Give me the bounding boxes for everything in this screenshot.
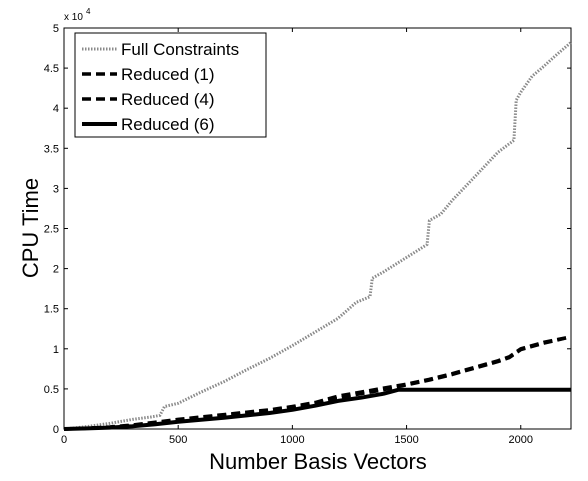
y-scale-note: x 10 <box>64 12 83 23</box>
series-lines <box>63 41 572 431</box>
x-tick-label: 1500 <box>394 434 418 446</box>
x-tick-label: 500 <box>169 434 187 446</box>
y-tick-label: 2 <box>53 264 59 276</box>
x-axis-label: Number Basis Vectors <box>209 449 427 474</box>
y-tick-label: 5 <box>53 23 59 35</box>
axis-ticks: 0 500 1000 1500 2000 0 0.5 1 1.5 2 2.5 3 3.5 4 4.5 5 <box>44 23 571 446</box>
y-tick-label: 3 <box>53 183 59 195</box>
y-tick-label: 0.5 <box>44 384 59 396</box>
y-tick-label: 1.5 <box>44 304 59 316</box>
x-tick-label: 0 <box>61 434 67 446</box>
y-tick-label: 3.5 <box>44 143 59 155</box>
legend-label-2: Reduced (1) <box>121 65 215 84</box>
legend-label-1: Full Constraints <box>121 40 239 59</box>
series-line-1 <box>63 41 572 431</box>
y-tick-label: 4 <box>53 103 59 115</box>
x-tick-label: 2000 <box>509 434 533 446</box>
y-tick-label: 0 <box>53 424 59 436</box>
legend-label-4: Reduced (6) <box>121 115 215 134</box>
y-scale-exponent: 4 <box>86 7 91 16</box>
y-tick-label: 2.5 <box>44 224 59 236</box>
legend: Full Constraints Reduced (1) Reduced (4) Re… <box>74 32 267 138</box>
legend-label-3: Reduced (4) <box>121 90 215 109</box>
x-tick-label: 1000 <box>280 434 304 446</box>
y-tick-label: 4.5 <box>44 63 59 75</box>
series-line-4 <box>63 387 571 431</box>
y-tick-label: 1 <box>53 344 59 356</box>
y-axis-label: CPU Time <box>18 178 43 278</box>
